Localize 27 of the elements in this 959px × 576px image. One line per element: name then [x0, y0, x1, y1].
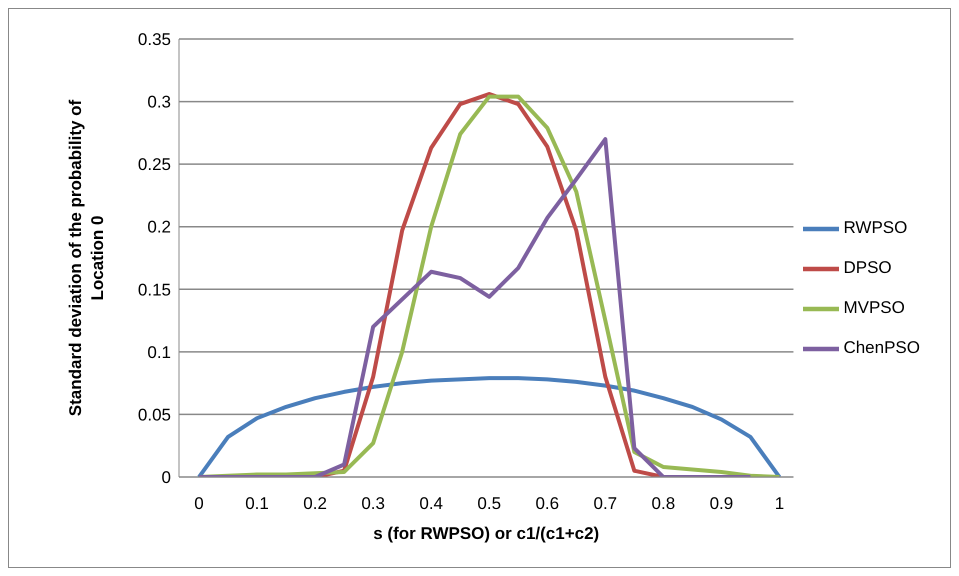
x-tick-label: 0	[194, 494, 204, 514]
y-tick-label: 0.05	[138, 405, 171, 424]
line-series	[197, 376, 782, 477]
x-tick-label: 0.4	[419, 494, 443, 514]
y-tick-label: 0.3	[147, 92, 171, 112]
y-tick-label: 0	[162, 468, 171, 488]
y-tick-label: 0.15	[138, 280, 171, 300]
x-tick-label: 0.8	[652, 494, 676, 514]
y-axis-title: Standard deviation of the probability of Location 0	[66, 99, 107, 416]
y-tick-label: 0.35	[138, 30, 171, 50]
legend-label: RWPSO	[843, 218, 908, 237]
line-series	[197, 137, 752, 477]
x-tick-label: 0.6	[535, 494, 560, 514]
legend-label: DPSO	[843, 258, 892, 277]
x-tick-label: 0.3	[361, 494, 385, 514]
x-axis-title: s (for RWPSO) or c1/(c1+c2)	[373, 524, 600, 543]
x-tick-label: 0.1	[245, 494, 269, 514]
y-tick-label: 0.25	[138, 155, 171, 174]
legend-label: ChenPSO	[843, 338, 920, 357]
x-tick-label: 0.2	[303, 494, 327, 514]
x-tick-label: 0.7	[593, 494, 618, 514]
x-tick-label: 0.9	[710, 494, 734, 514]
y-tick-label: 0.1	[147, 342, 171, 362]
x-tick-label: 0.5	[477, 494, 502, 514]
x-tick-label: 1	[774, 494, 784, 514]
y-tick-label: 0.2	[147, 218, 171, 237]
legend-label: MVPSO	[843, 298, 905, 317]
